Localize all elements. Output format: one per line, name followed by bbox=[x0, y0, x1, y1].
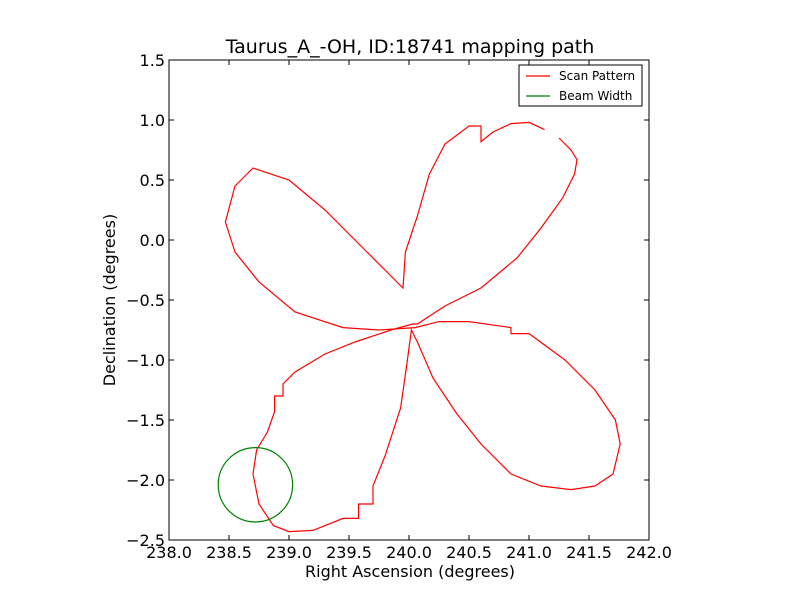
y-tick-label: −2.0 bbox=[126, 471, 165, 490]
x-tick-label: 240.0 bbox=[386, 543, 432, 562]
x-tick-label: 240.5 bbox=[446, 543, 492, 562]
x-tick-label: 241.5 bbox=[566, 543, 612, 562]
x-tick-label: 238.0 bbox=[146, 543, 192, 562]
plot-series-group bbox=[217, 121, 621, 533]
x-tick-label: 241.0 bbox=[506, 543, 552, 562]
x-axis-label: Right Ascension (degrees) bbox=[305, 562, 515, 581]
scan-pattern-line bbox=[224, 121, 621, 533]
y-tick-label: 1.0 bbox=[140, 111, 165, 130]
legend-box bbox=[518, 64, 643, 107]
x-tick-label: 238.5 bbox=[206, 543, 252, 562]
y-axis-label: Declination (degrees) bbox=[100, 214, 119, 386]
y-tick-label: 0.0 bbox=[140, 231, 165, 250]
y-tick-label: −1.5 bbox=[126, 411, 165, 430]
x-tick-label: 242.0 bbox=[626, 543, 672, 562]
legend-label-scan-pattern: Scan Pattern bbox=[559, 69, 635, 83]
y-tick-label: 0.5 bbox=[140, 171, 165, 190]
beam-width-circle bbox=[217, 446, 294, 523]
legend-label-beam-width: Beam Width bbox=[559, 89, 632, 103]
x-axis-ticks: 238.0 238.5 239.0 239.5 240.0 240.5 241.0 241.5… bbox=[146, 60, 672, 562]
y-axis-ticks: −2.5 −2.0 −1.5 −1.0 −0.5 0.0 0.5 1.0 1.5 bbox=[126, 51, 649, 550]
y-tick-label: −2.5 bbox=[126, 531, 165, 550]
y-tick-label: −1.0 bbox=[126, 351, 165, 370]
chart-title: Taurus_A_-OH, ID:18741 mapping path bbox=[225, 36, 595, 58]
legend: Scan Pattern Beam Width bbox=[518, 64, 643, 107]
y-tick-label: −0.5 bbox=[126, 291, 165, 310]
x-tick-label: 239.5 bbox=[326, 543, 372, 562]
x-tick-label: 239.0 bbox=[266, 543, 312, 562]
y-tick-label: 1.5 bbox=[140, 51, 165, 70]
plot-area bbox=[169, 60, 649, 540]
